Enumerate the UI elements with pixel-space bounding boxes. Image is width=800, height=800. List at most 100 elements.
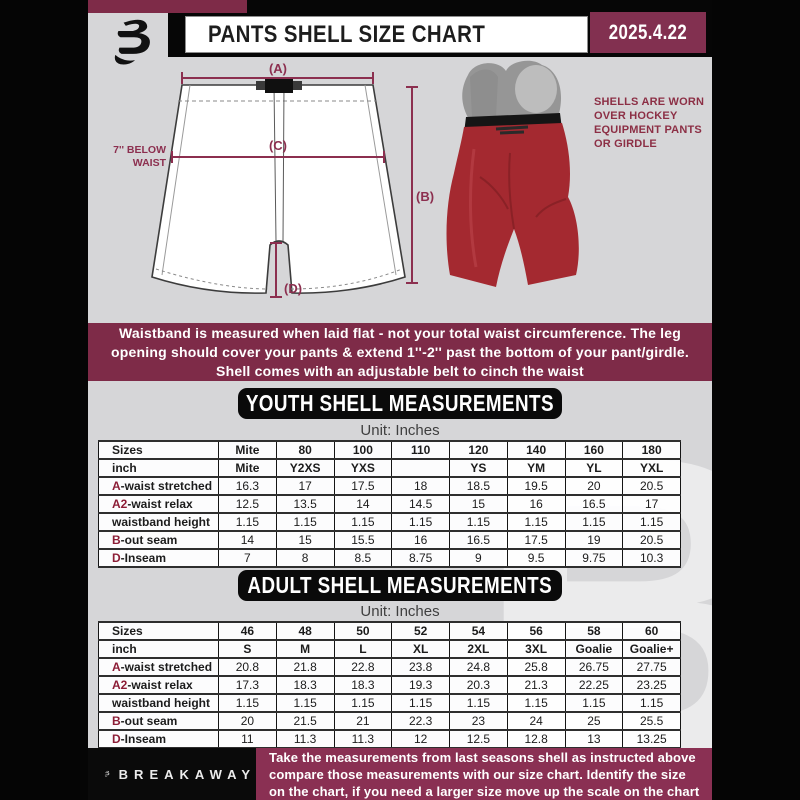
size-cell: 15	[275, 530, 335, 550]
size-cell: 11	[218, 729, 277, 748]
size-cell: 17.5	[333, 476, 393, 496]
adult-size-table: Sizes 46 48 50 52 54 56 58 60 inch S M L XL 2XL 3XL Goal…	[98, 621, 681, 748]
size-cell: 23.8	[391, 657, 450, 677]
size-cell: 16.5	[449, 530, 508, 550]
size-cell: 10.3	[622, 548, 681, 568]
footer-line1: Take the measurements from last seasons …	[269, 749, 696, 765]
size-cell: 17.5	[506, 530, 566, 550]
size-cell: 80	[275, 440, 335, 460]
size-cell: 26.75	[564, 657, 624, 677]
size-cell: 13	[564, 729, 624, 748]
table-row: D-Inseam 11 11.3 11.3 12 12.5 12.8 13 13.25	[98, 729, 681, 748]
size-cell: Mite	[218, 458, 277, 478]
breakaway-logo-icon	[114, 19, 150, 65]
shells-note-line2: OVER HOCKEY	[594, 110, 678, 122]
measure-label-a: (A)	[269, 63, 287, 76]
size-cell: 1.15	[506, 512, 566, 532]
measure-letter: B	[112, 533, 121, 547]
table-row: A-waist stretched 16.3 17 17.5 18 18.5 19.5 20 2…	[98, 476, 681, 496]
youth-section-heading: YOUTH SHELL MEASUREMENTS	[245, 390, 555, 416]
size-cell: 17.3	[218, 675, 277, 695]
size-cell: 1.15	[449, 693, 508, 713]
top-accent-bar	[88, 0, 247, 13]
row-label: D-Inseam	[98, 548, 219, 568]
size-cell: 21	[333, 711, 393, 731]
size-cell: 48	[275, 621, 335, 641]
measure-letter: A	[112, 660, 121, 674]
below-waist-note-line2: WAIST	[133, 157, 167, 169]
row-label: inch	[98, 639, 219, 659]
size-cell: Y2XS	[275, 458, 335, 478]
size-cell: YXS	[333, 458, 393, 478]
size-cell: 9.75	[564, 548, 624, 568]
size-cell: Mite	[218, 440, 277, 460]
size-cell: 1.15	[622, 512, 681, 532]
row-label: B-out seam	[98, 530, 219, 550]
size-cell: 110	[391, 440, 450, 460]
adult-section-heading: ADULT SHELL MEASUREMENTS	[247, 572, 553, 598]
size-cell: 15	[449, 494, 508, 514]
size-cell: YL	[564, 458, 624, 478]
belt-loop-left	[256, 81, 265, 90]
size-cell: S	[218, 639, 277, 659]
size-cell: 11.3	[333, 729, 393, 748]
size-cell: 1.15	[506, 693, 566, 713]
size-cell: YXL	[622, 458, 681, 478]
size-cell: 19.3	[391, 675, 450, 695]
info-banner-line2: opening should cover your pants & extend…	[111, 343, 689, 360]
size-cell: 160	[564, 440, 624, 460]
table-row: A2-waist relax 17.3 18.3 18.3 19.3 20.3 21.3 22…	[98, 675, 681, 695]
content-column: PANTS SHELL SIZE CHART 2025.4.22	[88, 0, 712, 800]
table-row: B-out seam 14 15 15.5 16 16.5 17.5 19 20.5	[98, 530, 681, 550]
measure-line-b	[406, 86, 418, 284]
adult-unit-label: Unit: Inches	[360, 603, 440, 620]
row-label: inch	[98, 458, 219, 478]
shells-note-line3: EQUIPMENT PANTS	[594, 124, 702, 136]
table-row: inch Mite Y2XS YXS YS YM YL YXL	[98, 458, 681, 478]
size-cell: 27.75	[622, 657, 681, 677]
measure-line-a	[181, 72, 374, 84]
shell-red-body	[446, 123, 579, 287]
size-cell: 2XL	[449, 639, 508, 659]
size-cell: 9.5	[506, 548, 566, 568]
size-cell: 21.3	[506, 675, 566, 695]
size-cell: 25	[564, 711, 624, 731]
table-row: A2-waist relax 12.5 13.5 14 14.5 15 16 16.5 17	[98, 494, 681, 514]
size-cell: 18.3	[333, 675, 393, 695]
shorts-outline	[151, 84, 406, 294]
size-cell: 22.8	[333, 657, 393, 677]
shell-highlight	[468, 148, 478, 268]
size-cell: 14	[218, 530, 277, 550]
measure-letter: B	[112, 714, 121, 728]
measure-line-d	[270, 242, 282, 298]
size-cell: 3XL	[506, 639, 566, 659]
table-row: inch S M L XL 2XL 3XL Goalie Goalie+	[98, 639, 681, 659]
size-cell: 13.5	[275, 494, 335, 514]
size-cell: 54	[449, 621, 508, 641]
size-cell: M	[275, 639, 335, 659]
size-cell: Goalie	[564, 639, 624, 659]
measure-line-c	[171, 151, 385, 163]
size-cell: 1.15	[218, 693, 277, 713]
size-cell: 1.15	[218, 512, 277, 532]
size-cell: 19.5	[506, 476, 566, 496]
size-cell: 1.15	[391, 693, 450, 713]
footer-message-box: Take the measurements from last seasons …	[256, 748, 712, 800]
belt-buckle-icon	[265, 77, 293, 93]
table-row: A-waist stretched 20.8 21.8 22.8 23.8 24.8 25.…	[98, 657, 681, 677]
size-cell: 1.15	[333, 693, 393, 713]
size-cell: 20.5	[622, 530, 681, 550]
size-cell: 1.15	[275, 512, 335, 532]
youth-section-banner: YOUTH SHELL MEASUREMENTS	[238, 388, 562, 419]
table-row: Sizes Mite 80 100 110 120 140 160 180	[98, 440, 681, 460]
size-cell: Goalie+	[622, 639, 681, 659]
size-cell: 21.8	[275, 657, 335, 677]
size-cell: 25.5	[622, 711, 681, 731]
size-cell: 24	[506, 711, 566, 731]
info-banner-line3: Shell comes with an adjustable belt to c…	[216, 362, 584, 379]
row-label: waistband height	[98, 693, 219, 713]
row-label: Sizes	[98, 621, 219, 641]
footer: BREAKAWAY Take the measurements from las…	[88, 748, 712, 800]
measure-letter: D	[112, 551, 121, 565]
